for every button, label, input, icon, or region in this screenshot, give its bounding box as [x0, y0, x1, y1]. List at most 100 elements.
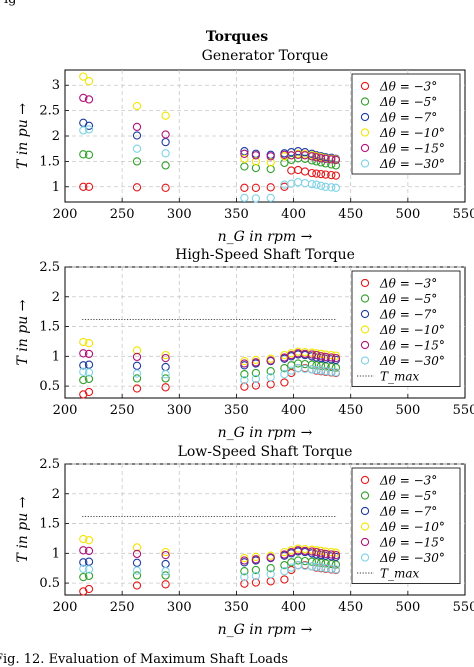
- data-point: [132, 374, 142, 383]
- x-tick-label: 550: [453, 600, 474, 615]
- series-5: [79, 546, 341, 565]
- legend-marker: [360, 325, 370, 334]
- data-point: [79, 564, 88, 573]
- data-point: [327, 367, 336, 376]
- legend: Δθ = −3°Δθ = −5° Δθ = −7°Δθ = −10° Δθ = −1…: [351, 73, 461, 175]
- chart-panel-1: 200 250 300 350 400 450 500 550 1 1.5 2 2.5 3 Generat…: [15, 48, 474, 245]
- data-point: [84, 546, 94, 556]
- data-point: [331, 565, 341, 574]
- data-point: [251, 571, 261, 581]
- data-point: [251, 374, 261, 384]
- x-tick-label: 450: [338, 600, 363, 615]
- data-point: [280, 575, 289, 584]
- y-tick-label: 3: [52, 78, 60, 93]
- data-point: [79, 367, 88, 376]
- data-point: [280, 370, 289, 379]
- data-point: [132, 346, 142, 355]
- data-point: [251, 194, 261, 203]
- data-point: [161, 580, 170, 589]
- legend-label: Δθ = −10°: [379, 520, 445, 534]
- data-point: [79, 572, 88, 582]
- legend-marker: [360, 128, 370, 137]
- y-tick-label: 1: [52, 180, 60, 195]
- data-point: [132, 549, 142, 559]
- data-point: [132, 571, 142, 580]
- data-point: [132, 157, 142, 166]
- data-point: [161, 571, 170, 580]
- data-point: [240, 154, 249, 163]
- figure-supertitle: Torques: [205, 29, 269, 45]
- data-point: [84, 349, 94, 359]
- data-point: [79, 93, 88, 103]
- data-point: [327, 550, 336, 559]
- data-point: [266, 367, 275, 376]
- data-point: [316, 549, 326, 558]
- x-tick-label: 200: [53, 600, 78, 615]
- data-point: [132, 581, 142, 590]
- x-tick-label: 200: [53, 207, 78, 222]
- data-point: [251, 355, 261, 365]
- data-point: [251, 368, 261, 378]
- data-point: [84, 182, 94, 191]
- x-tick-label: 550: [453, 403, 474, 418]
- data-point: [331, 368, 341, 377]
- data-point: [161, 383, 170, 392]
- data-point: [321, 352, 330, 362]
- data-point: [251, 358, 261, 367]
- legend-label: Δθ = −5°: [379, 292, 437, 306]
- data-point: [327, 170, 336, 180]
- data-point: [240, 375, 249, 385]
- legend-label: T_max: [380, 370, 420, 384]
- data-point: [266, 373, 275, 382]
- data-point: [240, 579, 249, 588]
- chart-panel-3: 200 250 300 350 400 450 500 550 0.5 1 1.5 2 2.5 Low-S…: [15, 444, 474, 638]
- legend-label: Δθ = −15°: [379, 142, 445, 156]
- data-point: [327, 155, 336, 164]
- data-point: [240, 382, 249, 391]
- legend-label: Δθ = −3°: [379, 80, 437, 94]
- data-point: [307, 180, 317, 189]
- data-point: [240, 149, 249, 158]
- data-point: [331, 548, 341, 557]
- data-point: [240, 567, 249, 576]
- legend-marker: [360, 340, 370, 350]
- data-point: [161, 183, 170, 192]
- data-point: [280, 158, 289, 168]
- data-point: [316, 563, 326, 572]
- data-point: [79, 361, 88, 370]
- x-tick-label: 350: [224, 600, 249, 615]
- data-point: [79, 534, 88, 544]
- series-5: [79, 93, 341, 165]
- legend-marker: [360, 356, 370, 365]
- data-point: [132, 543, 142, 552]
- data-point: [84, 387, 94, 397]
- y-tick-label: 2.5: [39, 457, 60, 472]
- data-point: [331, 183, 341, 192]
- y-tick-label: 1.5: [39, 154, 60, 169]
- legend-label: Δθ = −3°: [379, 474, 437, 488]
- data-point: [132, 566, 142, 575]
- chart-title: Generator Torque: [202, 48, 329, 64]
- series-1: [79, 165, 341, 192]
- data-point: [161, 353, 170, 363]
- data-point: [307, 168, 317, 178]
- y-axis-label: T in pu →: [15, 103, 31, 169]
- x-tick-label: 400: [281, 207, 306, 222]
- legend-label: Δθ = −7°: [379, 505, 437, 519]
- data-point: [161, 547, 170, 557]
- data-point: [266, 356, 275, 365]
- y-axis-label: T in pu →: [15, 299, 31, 365]
- data-point: [161, 130, 170, 139]
- data-point: [327, 353, 336, 362]
- figure-caption: Fig. 12. Evaluation of Maximum Shaft Loa…: [0, 652, 289, 667]
- x-tick-label: 400: [281, 403, 306, 418]
- legend-label: Δθ = −7°: [379, 308, 437, 322]
- data-point: [161, 111, 170, 120]
- data-point: [307, 350, 317, 359]
- data-point: [251, 565, 261, 575]
- header-fragment: ig: [4, 0, 16, 7]
- data-point: [331, 161, 341, 170]
- data-point: [132, 352, 142, 362]
- legend-label: Δθ = −15°: [379, 536, 445, 550]
- x-tick-label: 500: [395, 403, 420, 418]
